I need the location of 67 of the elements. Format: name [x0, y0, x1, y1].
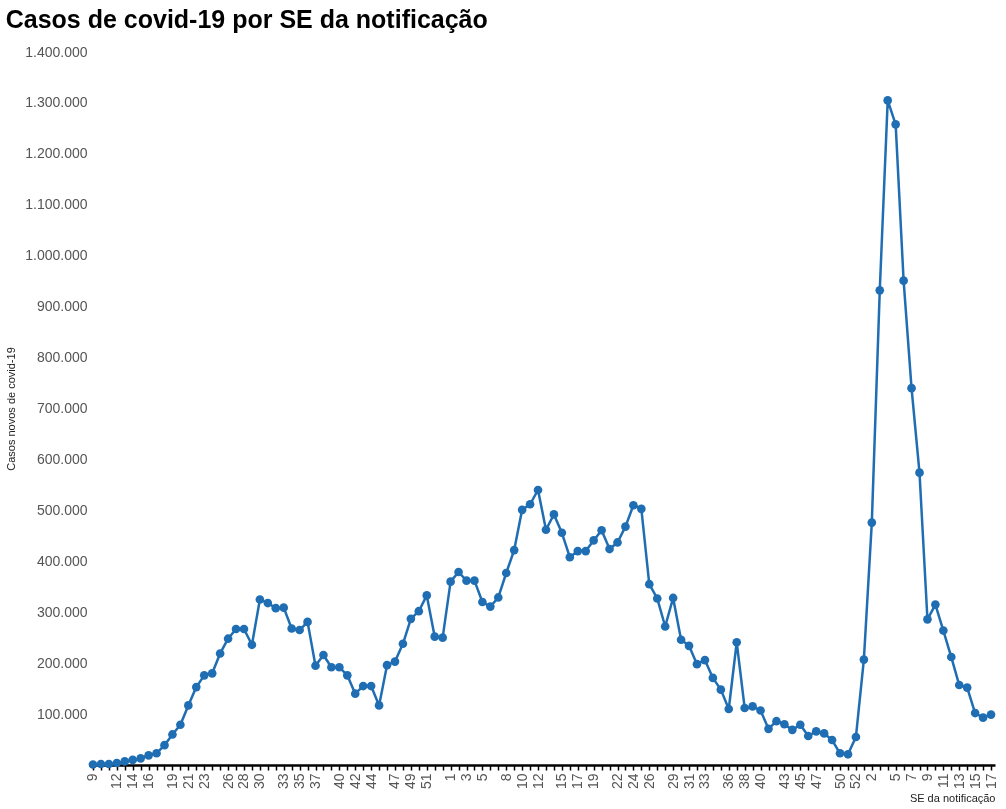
y-tick-label: 1.300.000 — [25, 94, 88, 111]
x-tick-label: 50 — [831, 773, 848, 790]
x-tick-label: 26 — [219, 773, 236, 790]
x-tick-label: 28 — [235, 773, 252, 790]
x-tick-label: 2 — [863, 773, 880, 782]
x-tick-label: 49 — [402, 773, 419, 790]
x-tick-label: 47 — [386, 773, 403, 790]
y-tick-label: 1.000.000 — [25, 247, 88, 264]
x-tick-label: 24 — [624, 773, 641, 790]
x-tick-label: 52 — [847, 773, 864, 790]
x-tick-label: 17 — [569, 773, 586, 790]
x-tick-label: 37 — [307, 773, 323, 790]
x-tick-label: 13 — [950, 773, 967, 790]
y-axis-title: Casos novos de covid-19 — [5, 347, 18, 471]
y-tick-label: 100.000 — [36, 705, 88, 722]
x-tick-label: 31 — [680, 773, 697, 790]
x-tick-label: 15 — [966, 773, 983, 790]
y-tick-label: 900.000 — [36, 298, 88, 315]
y-tick-label: 200.000 — [36, 654, 88, 671]
y-tick-label: 400.000 — [36, 552, 88, 569]
x-tick-label: 38 — [736, 773, 753, 790]
x-tick-label: 3 — [458, 773, 474, 782]
x-tick-label: 9 — [918, 773, 935, 782]
y-tick-label: 500.000 — [36, 501, 88, 518]
x-tick-label: 44 — [362, 773, 379, 790]
x-tick-label: 30 — [251, 773, 268, 790]
x-tick-label: 40 — [330, 773, 347, 790]
x-tick-label: 8 — [497, 773, 514, 782]
x-tick-label: 29 — [664, 773, 681, 790]
x-tick-label: 23 — [195, 773, 212, 790]
x-tick-label: 51 — [418, 773, 435, 790]
x-tick-label: 26 — [640, 773, 657, 790]
x-tick-label: 35 — [291, 773, 308, 790]
chart-title: Casos de covid-19 por SE da notificação — [5, 5, 488, 33]
y-tick-label: 800.000 — [36, 349, 88, 366]
x-tick-label: 42 — [346, 773, 363, 790]
x-tick-label: 5 — [473, 773, 490, 782]
x-tick-label: 11 — [934, 773, 951, 789]
y-tick-label: 700.000 — [36, 400, 88, 416]
x-tick-label: 22 — [609, 773, 625, 790]
y-tick-label: 1.400.000 — [25, 43, 88, 60]
x-tick-label: 19 — [585, 773, 602, 790]
x-tick-label: 9 — [84, 773, 101, 782]
y-tick-label: 1.100.000 — [25, 196, 88, 213]
x-tick-label: 40 — [752, 773, 769, 790]
x-tick-label: 10 — [513, 773, 530, 790]
x-tick-label: 12 — [529, 773, 546, 790]
x-tick-label: 19 — [163, 773, 180, 790]
x-tick-label: 15 — [553, 773, 570, 790]
x-tick-label: 33 — [275, 773, 292, 790]
y-tick-label: 300.000 — [36, 603, 88, 620]
x-tick-label: 16 — [140, 773, 157, 790]
x-tick-label: 45 — [791, 773, 808, 790]
y-tick-label: 600.000 — [36, 450, 88, 467]
x-tick-label: 21 — [179, 773, 196, 790]
x-tick-label: 7 — [903, 773, 920, 782]
x-tick-label: 36 — [720, 773, 737, 790]
x-tick-label: 33 — [696, 773, 713, 790]
x-tick-label: 5 — [887, 773, 904, 782]
x-axis-title: SE da notificação — [909, 792, 996, 805]
x-tick-label: 12 — [108, 773, 125, 790]
x-tick-label: 17 — [982, 773, 999, 790]
y-tick-label: 1.200.000 — [25, 145, 88, 162]
x-tick-label: 43 — [775, 773, 792, 790]
x-tick-label: 14 — [124, 773, 141, 790]
x-tick-label: 1 — [442, 773, 459, 782]
x-tick-label: 47 — [807, 773, 824, 790]
